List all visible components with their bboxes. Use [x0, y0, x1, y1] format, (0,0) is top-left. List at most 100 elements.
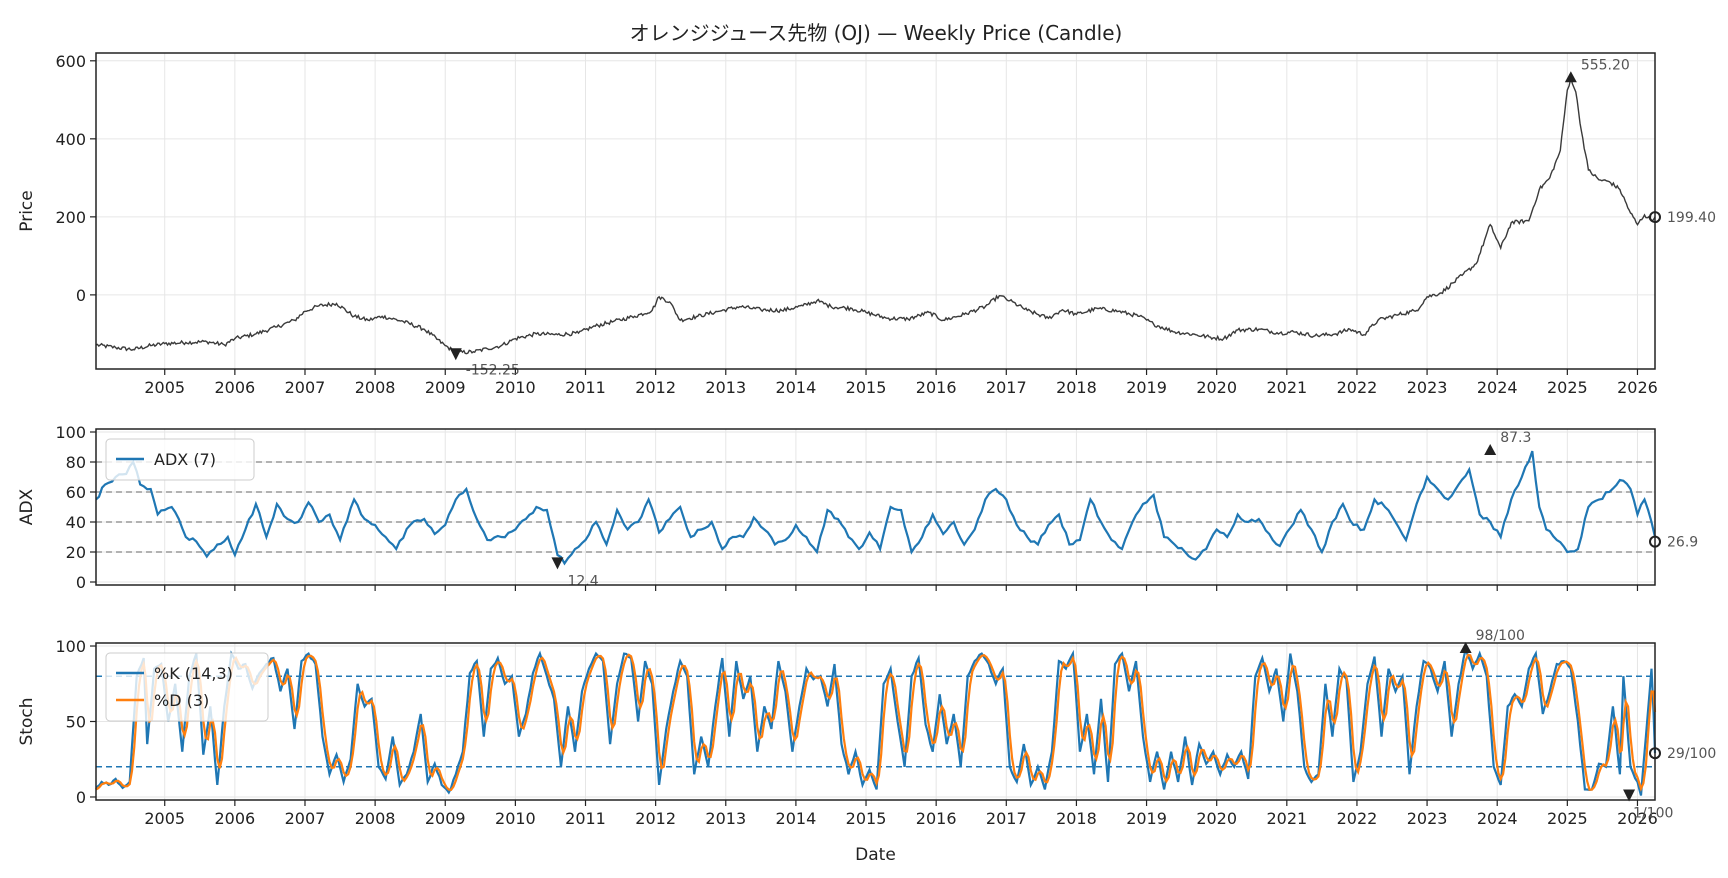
x-tick-label: 2016 [916, 378, 957, 397]
x-tick-label: 2020 [1196, 378, 1237, 397]
x-tick-label: 2016 [916, 809, 957, 828]
adx-series [95, 450, 1657, 566]
stoch-legend: %K (14,3) %D (3) [105, 652, 269, 722]
x-tick-label: 2006 [214, 378, 255, 397]
x-tick-label: 2019 [1126, 378, 1167, 397]
price-grid [96, 53, 1655, 369]
y-tick-label: 0 [76, 788, 86, 807]
last-value-label: 199.40 [1667, 210, 1716, 226]
x-tick-label: 2017 [986, 809, 1027, 828]
x-tick-label: 2018 [1056, 809, 1097, 828]
x-tick-label: 2014 [776, 378, 817, 397]
x-tick-label: 2007 [285, 809, 326, 828]
adx-line [95, 450, 1657, 566]
x-tick-label: 2026 [1617, 809, 1658, 828]
x-tick-label: 2018 [1056, 378, 1097, 397]
price-y-axis-label: Price [17, 190, 37, 231]
y-tick-label: 20 [66, 543, 86, 562]
adx-y-axis-label: ADX [17, 488, 37, 525]
last-value-label: 29/100 [1667, 746, 1716, 762]
min-label: 1/100 [1633, 805, 1673, 821]
x-tick-label: 2015 [846, 809, 887, 828]
x-tick-label: 2015 [846, 378, 887, 397]
x-tick-label: 2005 [144, 378, 185, 397]
price-line [95, 75, 1656, 355]
x-tick-label: 2012 [635, 809, 676, 828]
max-label: 98/100 [1476, 628, 1525, 644]
adx-panel: 0 20 40 60 80 100 87.3 12.4 26.9 ADX (7) ADX [17, 423, 1698, 592]
min-label: 12.4 [567, 573, 598, 589]
x-tick-label: 2006 [214, 809, 255, 828]
y-tick-label: 50 [66, 713, 86, 732]
x-tick-label: 2010 [495, 809, 536, 828]
x-tick-label: 2014 [776, 809, 817, 828]
x-tick-label: 2019 [1126, 809, 1167, 828]
x-tick-label: 2026 [1617, 378, 1658, 397]
x-tick-label: 2023 [1407, 809, 1448, 828]
x-tick-label: 2021 [1266, 809, 1307, 828]
x-tick-label: 2007 [285, 378, 326, 397]
x-tick-label: 2013 [705, 378, 746, 397]
legend-entry: ADX (7) [154, 450, 216, 469]
price-series [95, 75, 1656, 355]
chart-title: オレンジジュース先物 (OJ) — Weekly Price (Candle) [630, 21, 1123, 45]
x-tick-label: 2022 [1337, 809, 1378, 828]
y-tick-label: 40 [66, 513, 86, 532]
max-marker-icon [1484, 444, 1497, 456]
y-tick-label: 400 [55, 130, 86, 149]
x-tick-label: 2013 [705, 809, 746, 828]
stoch-axes-frame [95, 642, 1656, 801]
stoch-k-line [95, 644, 1657, 796]
x-tick-label: 2023 [1407, 378, 1448, 397]
legend-box [105, 438, 255, 481]
min-label: -152.25 [466, 362, 520, 378]
y-tick-label: 600 [55, 52, 86, 71]
min-marker-icon [449, 348, 462, 361]
y-tick-label: 0 [76, 286, 86, 305]
adx-axes-frame [95, 428, 1656, 586]
x-tick-label: 2025 [1547, 809, 1588, 828]
stoch-panel: 2005 2006 2007 2008 2009 2010 2011 2012 2013 2014… [17, 628, 1716, 865]
y-tick-label: 200 [55, 208, 86, 227]
stoch-y-axis-label: Stoch [17, 698, 37, 746]
x-tick-label: 2011 [565, 378, 606, 397]
price-axis-ticks: 2005 2006 2007 2008 2009 2010 2011 2012 2013 2014… [55, 52, 1657, 397]
max-label: 87.3 [1500, 430, 1531, 446]
min-marker-icon [1623, 789, 1636, 802]
y-tick-label: 60 [66, 483, 86, 502]
last-value-label: 26.9 [1667, 535, 1698, 551]
adx-grid [96, 429, 1655, 585]
x-tick-label: 2021 [1266, 378, 1307, 397]
x-tick-label: 2025 [1547, 378, 1588, 397]
max-marker-icon [1564, 71, 1577, 83]
price-panel: 2005 2006 2007 2008 2009 2010 2011 2012 2013 2014… [17, 52, 1716, 397]
x-tick-label: 2011 [565, 809, 606, 828]
legend-entry: %D (3) [154, 691, 209, 710]
y-tick-label: 100 [55, 423, 86, 442]
x-tick-label: 2008 [355, 378, 396, 397]
x-tick-label: 2009 [425, 809, 466, 828]
legend-entry: %K (14,3) [154, 664, 233, 683]
stoch-d-line [95, 653, 1657, 792]
y-tick-label: 80 [66, 453, 86, 472]
x-tick-label: 2012 [635, 378, 676, 397]
stoch-axis-ticks: 2005 2006 2007 2008 2009 2010 2011 2012 2013 2014… [55, 637, 1657, 828]
x-tick-label: 2024 [1477, 378, 1518, 397]
x-tick-label: 2005 [144, 809, 185, 828]
stoch-annotations: 98/100 1/100 29/100 [1459, 628, 1716, 821]
stoch-series [95, 644, 1657, 796]
adx-legend: ADX (7) [105, 438, 255, 481]
x-tick-label: 2009 [425, 378, 466, 397]
price-axes-frame [95, 52, 1656, 370]
adx-annotations: 87.3 12.4 26.9 [551, 430, 1698, 589]
max-marker-icon [1459, 642, 1472, 654]
y-tick-label: 0 [76, 573, 86, 592]
max-label: 555.20 [1581, 57, 1630, 73]
x-tick-label: 2024 [1477, 809, 1518, 828]
x-tick-label: 2022 [1337, 378, 1378, 397]
x-axis-label: Date [855, 845, 896, 865]
y-tick-label: 100 [55, 637, 86, 656]
min-marker-icon [551, 557, 564, 570]
x-tick-label: 2008 [355, 809, 396, 828]
